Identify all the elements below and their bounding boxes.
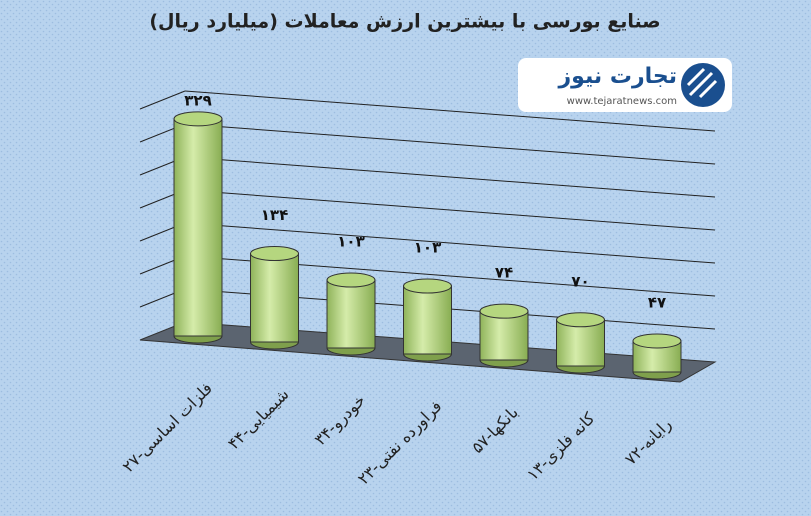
wall-line [184, 189, 716, 231]
wall-line [139, 90, 186, 110]
logo-icon-lines [686, 67, 718, 99]
bar [556, 319, 605, 367]
value-label: ۴۷ [648, 293, 666, 311]
value-label: ۱۰۳ [414, 239, 441, 257]
value-label: ۱۳۴ [261, 206, 288, 224]
bar [403, 285, 452, 355]
logo-name: تجارت نیوز [557, 64, 677, 89]
logo-icon [681, 63, 725, 107]
value-label: ۷۰ [571, 272, 589, 290]
wall-line [184, 222, 716, 264]
cylinder-top [250, 246, 299, 262]
bar [250, 253, 299, 343]
value-label: ۷۴ [495, 264, 513, 282]
cylinder-top [173, 111, 223, 127]
cylinder-top [632, 333, 682, 349]
wall-line [184, 90, 716, 132]
cylinder-top [556, 312, 605, 328]
value-label: ۱۰۳ [337, 233, 364, 251]
wall-line [184, 123, 716, 165]
value-label: ۳۲۹ [184, 91, 211, 109]
cylinder-top [326, 272, 376, 288]
bar [173, 118, 223, 337]
cylinder-top [403, 278, 452, 294]
logo: تجارت نیوز www.tejaratnews.com [518, 58, 732, 112]
bar [326, 279, 376, 349]
chart-title: صنایع بورسی با بیشترین ارزش معاملات (میل… [149, 11, 660, 33]
wall-line [184, 156, 716, 198]
cylinder-top [479, 303, 529, 319]
logo-url: www.tejaratnews.com [567, 96, 677, 107]
logo-box [518, 58, 732, 112]
